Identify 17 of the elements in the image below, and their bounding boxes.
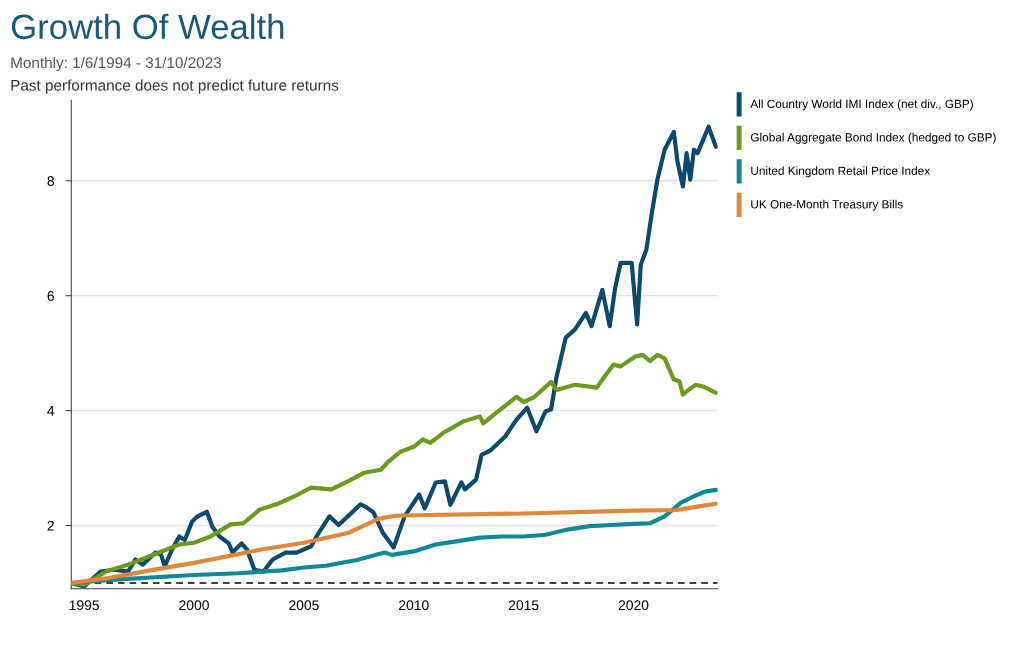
legend-label: United Kingdom Retail Price Index [751, 166, 931, 178]
legend-label: Global Aggregate Bond Index (hedged to GBP) [750, 132, 996, 144]
x-tick-label: 1995 [69, 600, 99, 611]
text: Past performance does not predict future returns [11, 79, 339, 94]
x-tick-label: 2005 [289, 600, 319, 611]
legend-label: UK One-Month Treasury Bills [751, 199, 903, 211]
chart-subtitle: Monthly: 1/6/1994 - 31/10/2023 [11, 56, 221, 72]
chart-title: Growth Of Wealth [11, 13, 284, 40]
legend-label: All Country World IMI Index (net div., GBP) [750, 99, 973, 111]
x-tick-label: 2015 [508, 600, 539, 611]
y-tick-label: 4 [47, 406, 55, 416]
y-tick-label: 2 [47, 520, 54, 531]
x-tick-label: 2010 [399, 600, 429, 611]
x-tick-label: 2000 [179, 600, 209, 611]
x-tick-label: 2020 [618, 600, 649, 611]
y-tick-label: 8 [47, 176, 54, 186]
y-tick-label: 6 [47, 291, 54, 301]
